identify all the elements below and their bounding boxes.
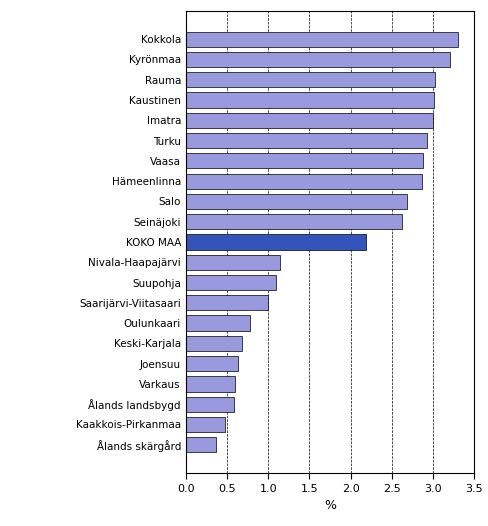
Bar <box>185 295 268 310</box>
Bar <box>185 153 422 168</box>
Bar <box>185 437 216 452</box>
Bar <box>185 376 235 391</box>
Bar <box>185 356 237 371</box>
Bar <box>185 397 233 412</box>
Bar <box>185 52 448 67</box>
Bar <box>185 133 427 148</box>
Bar <box>185 32 457 47</box>
Bar <box>185 336 242 351</box>
Bar <box>185 417 225 432</box>
Bar <box>185 235 365 249</box>
X-axis label: %: % <box>324 499 335 512</box>
Bar <box>185 72 434 87</box>
Bar <box>185 93 433 108</box>
Bar <box>185 316 249 331</box>
Bar <box>185 275 276 290</box>
Bar <box>185 113 432 128</box>
Bar <box>185 214 401 229</box>
Bar <box>185 194 406 209</box>
Bar <box>185 255 279 270</box>
Bar <box>185 174 422 189</box>
